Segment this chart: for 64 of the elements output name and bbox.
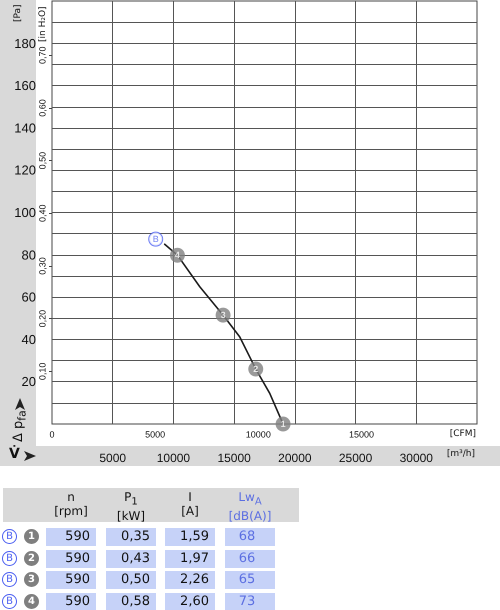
text: [m³/h] [446, 449, 475, 459]
text: 68 [238, 529, 256, 544]
text: 66 [238, 550, 256, 566]
x2-axis-title: [CFM] [450, 429, 476, 439]
category-label: B [6, 531, 13, 542]
category-label: 3 [28, 574, 35, 585]
text: 590 [65, 594, 90, 608]
text: 0,43 [121, 550, 150, 566]
y2-tick-label: 0,70 [38, 46, 48, 64]
annotation: 2 [253, 364, 258, 374]
x-axis-title: V̇ [9, 446, 20, 462]
category-label: 4 [28, 596, 35, 606]
category-label: 1 [28, 531, 35, 542]
x-tick-label: 15000 [217, 451, 252, 465]
y2-tick-label: 0,10 [38, 362, 48, 380]
x-tick-label: 5000 [99, 451, 126, 465]
x-tick-label: 20000 [278, 451, 312, 465]
category-label: I [A] [181, 490, 199, 518]
y-tick-label: 20 [22, 374, 36, 390]
annotation: 3 [220, 310, 226, 320]
y-tick-label: 100 [14, 205, 36, 220]
text: [Pa] [13, 4, 23, 22]
y2-tick-label: 0,40 [38, 204, 48, 222]
y-tick-label: 40 [22, 332, 36, 347]
y-tick-label: 140 [14, 120, 36, 136]
category-label: B [6, 552, 13, 564]
category-label: 2 [28, 552, 35, 564]
category-label: B [6, 596, 13, 606]
text: 2,60 [180, 594, 209, 608]
x-tick-label: 10000 [156, 451, 190, 465]
text: 1,97 [180, 550, 209, 566]
x2-tick-label: 5000 [145, 430, 166, 440]
y-tick-label: 180 [14, 36, 36, 51]
text: 65 [238, 572, 256, 587]
text: 0,58 [121, 594, 150, 608]
y-tick-label: 60 [22, 290, 36, 305]
x2-tick-label: 15000 [348, 430, 374, 440]
text: 2,26 [180, 572, 209, 587]
category-label: B [6, 574, 13, 585]
category-label: Lw$_{A}$ [dB(A)] [228, 490, 272, 524]
y-tick-label: 80 [22, 247, 36, 262]
y2-axis-title: [in H₂O] [38, 6, 48, 42]
text: 1,59 [180, 529, 209, 544]
text: 0,35 [121, 529, 150, 544]
y2-tick-label: 0,50 [38, 152, 48, 170]
text: 73 [238, 594, 256, 608]
annotation: 4 [174, 250, 180, 260]
y-tick-label: 120 [14, 162, 36, 178]
annotation: 1 [280, 419, 286, 429]
text: 0,50 [121, 572, 150, 587]
x-tick-label: 30000 [400, 451, 434, 465]
text: 590 [65, 529, 90, 544]
x2-tick-label: 0 [49, 430, 55, 440]
x-tick-label: 25000 [338, 451, 373, 465]
y2-tick-label: 0,20 [38, 310, 48, 328]
y2-tick-label: 0,30 [38, 257, 48, 275]
x2-tick-label: 10000 [246, 430, 271, 440]
annotation: B [152, 234, 159, 244]
text: 590 [65, 550, 90, 566]
text: 590 [65, 572, 90, 587]
category-label: n [rpm] [54, 490, 88, 518]
y2-tick-label: 0,60 [38, 99, 48, 117]
y-tick-label: 160 [14, 78, 36, 94]
category-label: P$_{1}$ [kW] [116, 490, 146, 524]
